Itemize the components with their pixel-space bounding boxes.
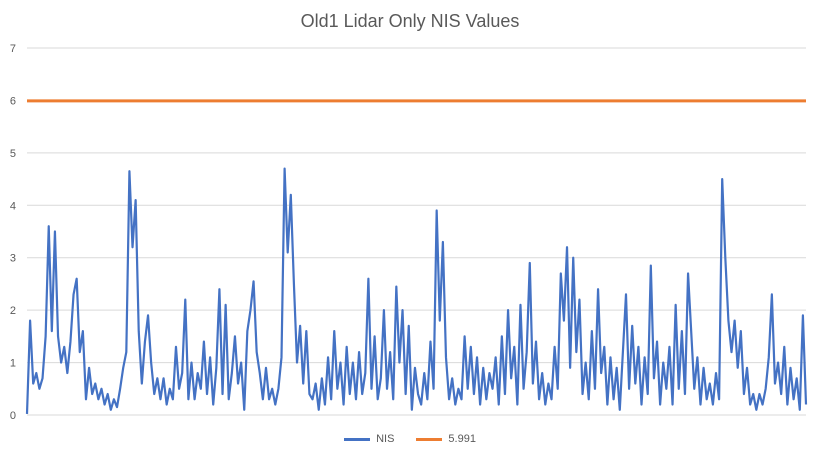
y-tick-label: 4 xyxy=(10,200,16,212)
legend-item-threshold: 5.991 xyxy=(416,433,476,445)
chart-title: Old1 Lidar Only NIS Values xyxy=(300,11,520,31)
legend-swatch-threshold xyxy=(416,437,443,441)
series-line-nis xyxy=(25,167,808,414)
legend-item-nis: NIS xyxy=(344,433,394,445)
y-tick-label: 0 xyxy=(10,410,16,422)
y-tick-label: 6 xyxy=(10,95,16,107)
series-layer xyxy=(25,99,808,414)
y-tick-label: 5 xyxy=(10,148,16,160)
legend-label-nis: NIS xyxy=(376,433,395,445)
legend-swatch-nis xyxy=(344,437,371,441)
y-axis-tick-labels: 0 1 2 3 4 5 6 7 xyxy=(10,43,16,422)
y-tick-label: 7 xyxy=(10,43,16,55)
y-tick-label: 2 xyxy=(10,305,16,317)
y-tick-label: 3 xyxy=(10,253,16,265)
y-tick-label: 1 xyxy=(10,358,16,370)
legend-label-threshold: 5.991 xyxy=(448,433,476,445)
legend: NIS 5.991 xyxy=(0,433,820,445)
